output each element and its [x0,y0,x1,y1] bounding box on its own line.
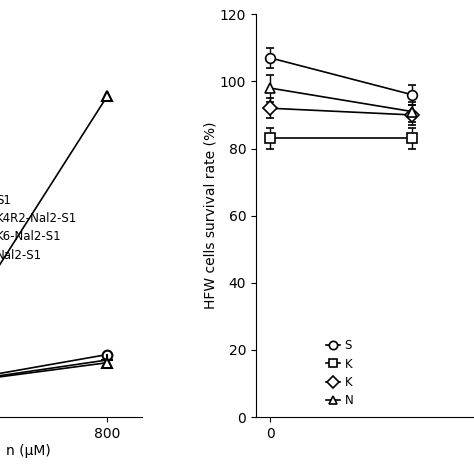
Legend: S1, K4R2-Nal2-S1, K6-Nal2-S1, Nal2-S1: S1, K4R2-Nal2-S1, K6-Nal2-S1, Nal2-S1 [0,194,78,262]
Y-axis label: HFW cells survival rate (%): HFW cells survival rate (%) [203,122,217,310]
Legend: S, K, K, N: S, K, K, N [326,339,353,407]
X-axis label: n (μM): n (μM) [6,444,51,457]
